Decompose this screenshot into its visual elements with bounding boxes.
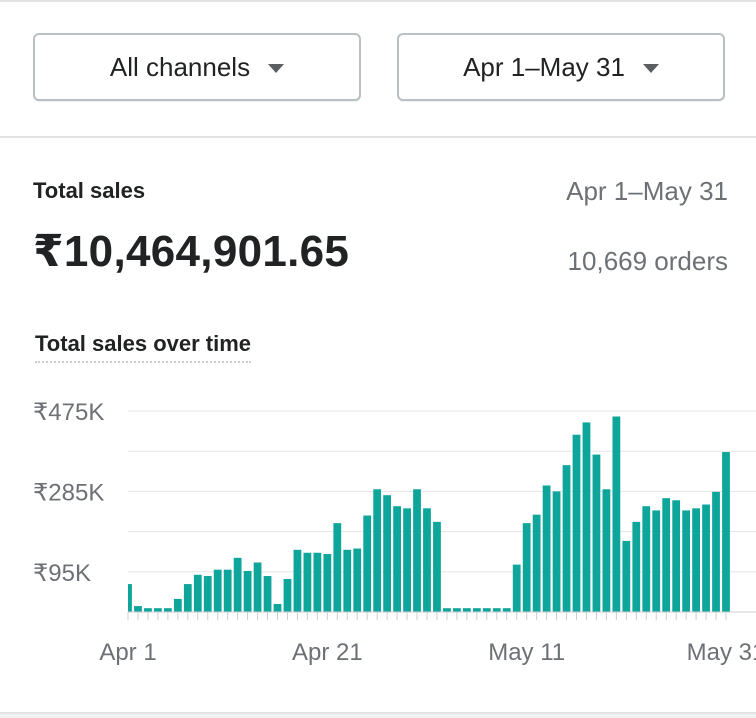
bar[interactable] xyxy=(692,508,700,612)
bar[interactable] xyxy=(512,564,521,612)
bar[interactable] xyxy=(383,495,392,612)
bar[interactable] xyxy=(213,569,222,612)
bar[interactable] xyxy=(712,491,720,612)
bar[interactable] xyxy=(602,489,611,612)
bottom-border xyxy=(0,712,756,718)
bar[interactable] xyxy=(652,510,661,612)
bar[interactable] xyxy=(323,554,332,612)
bar[interactable] xyxy=(134,606,142,612)
bar[interactable] xyxy=(462,608,471,612)
bar[interactable] xyxy=(223,569,232,612)
bar[interactable] xyxy=(128,584,132,612)
bar[interactable] xyxy=(163,608,172,612)
bar[interactable] xyxy=(433,521,441,612)
bar[interactable] xyxy=(572,434,581,612)
y-tick-label: ₹475K xyxy=(33,399,104,426)
bar[interactable] xyxy=(273,603,282,612)
bar[interactable] xyxy=(363,515,372,612)
y-tick-label: ₹285K xyxy=(33,479,104,506)
bar[interactable] xyxy=(173,598,182,612)
metric-title: Total sales xyxy=(33,178,146,203)
metric-value: ₹10,464,901.65 xyxy=(33,227,350,276)
bar[interactable] xyxy=(144,608,152,612)
metric-date-range: Apr 1–May 31 xyxy=(566,176,728,206)
caret-down-icon xyxy=(642,63,659,73)
date-range-dropdown-label: Apr 1–May 31 xyxy=(463,51,625,82)
bar[interactable] xyxy=(612,416,621,612)
bar[interactable] xyxy=(642,506,651,612)
channel-dropdown-label: All channels xyxy=(109,51,251,82)
x-tick-label: Apr 1 xyxy=(99,639,156,666)
bar[interactable] xyxy=(393,506,401,612)
bar[interactable] xyxy=(233,557,242,612)
bar[interactable] xyxy=(502,608,511,612)
bar[interactable] xyxy=(562,465,571,612)
bar[interactable] xyxy=(193,574,202,612)
bar[interactable] xyxy=(443,608,451,612)
metric-orders-count: 10,669 orders xyxy=(567,246,728,276)
bar[interactable] xyxy=(353,548,362,612)
chart-title[interactable]: Total sales over time xyxy=(35,331,252,363)
bar[interactable] xyxy=(522,523,531,612)
bar[interactable] xyxy=(472,608,481,612)
bar[interactable] xyxy=(682,510,691,612)
bar[interactable] xyxy=(403,508,411,612)
chart-svg: ₹475K ₹285K ₹95K Apr 1 Apr 21 May 11 May 31 xyxy=(33,399,756,666)
bar[interactable] xyxy=(542,485,551,612)
bar[interactable] xyxy=(243,570,252,612)
bar[interactable] xyxy=(722,452,730,612)
bar[interactable] xyxy=(283,578,292,612)
bar[interactable] xyxy=(662,498,671,612)
bar[interactable] xyxy=(672,500,681,612)
total-sales-card: Total sales Apr 1–May 31 ₹10,464,901.65 … xyxy=(0,138,756,712)
bar[interactable] xyxy=(482,608,491,612)
bar[interactable] xyxy=(293,549,302,612)
bar[interactable] xyxy=(303,552,312,612)
bar[interactable] xyxy=(702,504,710,612)
bar[interactable] xyxy=(154,608,162,612)
bar[interactable] xyxy=(552,491,561,612)
bar[interactable] xyxy=(413,489,421,612)
y-tick-label: ₹95K xyxy=(33,560,91,587)
top-border xyxy=(0,0,756,2)
bar[interactable] xyxy=(582,422,591,612)
bar[interactable] xyxy=(592,454,601,612)
x-tick-label: Apr 21 xyxy=(292,639,363,666)
bar[interactable] xyxy=(253,562,262,612)
date-range-dropdown[interactable]: Apr 1–May 31 xyxy=(397,33,725,101)
bar[interactable] xyxy=(263,576,272,612)
x-tick-label: May 11 xyxy=(488,639,565,666)
section-divider xyxy=(0,136,756,138)
caret-down-icon xyxy=(268,63,285,73)
bar[interactable] xyxy=(333,523,342,612)
sales-bar-chart: ₹475K ₹285K ₹95K Apr 1 Apr 21 May 11 May 31 xyxy=(0,388,756,668)
bar[interactable] xyxy=(492,608,501,612)
bar[interactable] xyxy=(183,584,192,612)
filter-bar: All channels Apr 1–May 31 xyxy=(0,2,756,136)
bar[interactable] xyxy=(632,521,641,612)
bar[interactable] xyxy=(343,549,352,612)
bar[interactable] xyxy=(453,608,461,612)
bar[interactable] xyxy=(373,489,382,612)
bar[interactable] xyxy=(423,508,431,612)
x-tick-label: May 31 xyxy=(687,639,756,666)
bar[interactable] xyxy=(532,514,541,612)
bar[interactable] xyxy=(203,576,212,612)
bar[interactable] xyxy=(622,540,631,612)
channel-dropdown[interactable]: All channels xyxy=(33,33,361,101)
bar[interactable] xyxy=(313,552,322,612)
